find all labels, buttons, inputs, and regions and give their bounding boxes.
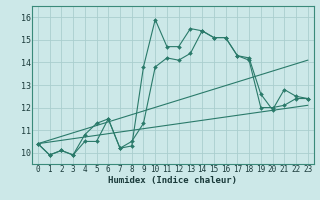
- X-axis label: Humidex (Indice chaleur): Humidex (Indice chaleur): [108, 176, 237, 185]
